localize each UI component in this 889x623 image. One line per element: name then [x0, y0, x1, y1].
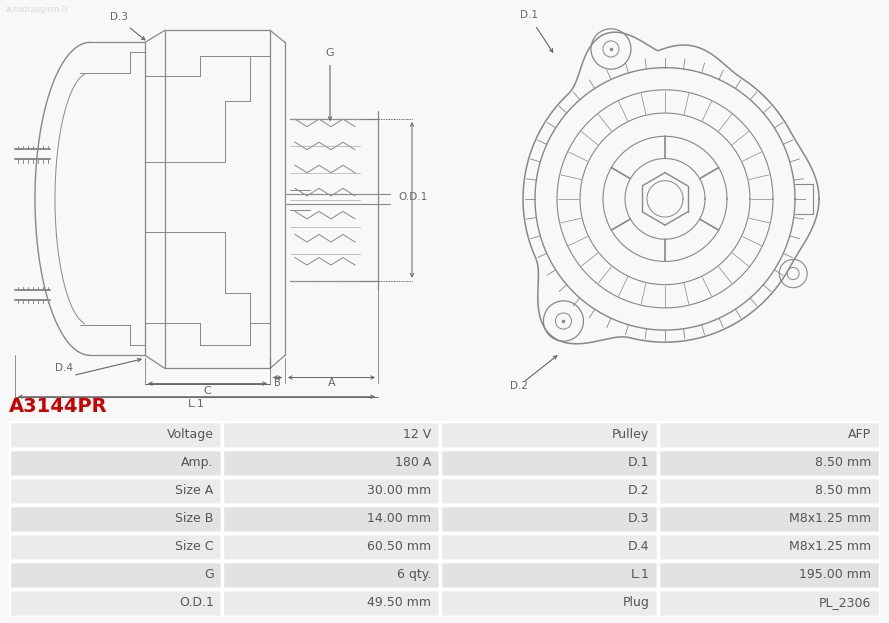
Bar: [440, 477, 658, 505]
Text: M8x1.25 mm: M8x1.25 mm: [789, 512, 871, 525]
Text: 180 A: 180 A: [395, 456, 431, 469]
Bar: [440, 533, 658, 561]
Text: 30.00 mm: 30.00 mm: [367, 484, 431, 497]
Bar: [222, 561, 440, 589]
Text: D.2: D.2: [510, 381, 528, 391]
Text: D.4: D.4: [628, 540, 649, 553]
Text: Pulley: Pulley: [612, 428, 649, 441]
Text: AFP: AFP: [848, 428, 871, 441]
Bar: [658, 449, 880, 477]
Text: A: A: [328, 378, 335, 388]
Bar: [658, 505, 880, 533]
Bar: [9, 505, 222, 533]
Bar: [9, 421, 222, 449]
Bar: [440, 449, 658, 477]
Text: Size B: Size B: [175, 512, 213, 525]
Bar: [222, 421, 440, 449]
Text: D.1: D.1: [520, 10, 538, 20]
Text: Amp.: Amp.: [181, 456, 213, 469]
Text: 8.50 mm: 8.50 mm: [815, 484, 871, 497]
Bar: [440, 561, 658, 589]
Text: Voltage: Voltage: [166, 428, 213, 441]
Bar: [9, 561, 222, 589]
Bar: [9, 477, 222, 505]
Text: B: B: [274, 378, 281, 388]
Text: 8.50 mm: 8.50 mm: [815, 456, 871, 469]
Text: Plug: Plug: [622, 596, 649, 609]
Bar: [9, 533, 222, 561]
Text: D.1: D.1: [628, 456, 649, 469]
Bar: [440, 421, 658, 449]
Text: A3144PR: A3144PR: [9, 397, 108, 416]
Bar: [658, 477, 880, 505]
Text: 49.50 mm: 49.50 mm: [367, 596, 431, 609]
Text: L.1: L.1: [188, 399, 205, 409]
Bar: [658, 421, 880, 449]
Text: 12 V: 12 V: [404, 428, 431, 441]
Bar: [222, 449, 440, 477]
Bar: [440, 589, 658, 617]
Text: 60.50 mm: 60.50 mm: [367, 540, 431, 553]
Text: L.1: L.1: [630, 568, 649, 581]
Text: O.D.1: O.D.1: [179, 596, 213, 609]
Bar: [9, 449, 222, 477]
Bar: [222, 533, 440, 561]
Text: D.3: D.3: [110, 12, 128, 22]
Text: D.2: D.2: [628, 484, 649, 497]
Text: autodraugiem.lv: autodraugiem.lv: [5, 5, 68, 14]
Bar: [222, 505, 440, 533]
Bar: [222, 589, 440, 617]
Bar: [440, 505, 658, 533]
Text: PL_2306: PL_2306: [819, 596, 871, 609]
Text: D.3: D.3: [628, 512, 649, 525]
Bar: [658, 561, 880, 589]
Text: Size A: Size A: [175, 484, 213, 497]
Bar: [658, 589, 880, 617]
Text: D.4: D.4: [55, 363, 73, 373]
Text: 14.00 mm: 14.00 mm: [367, 512, 431, 525]
Text: Size C: Size C: [175, 540, 213, 553]
Text: G: G: [325, 47, 334, 57]
Text: G: G: [204, 568, 213, 581]
Text: M8x1.25 mm: M8x1.25 mm: [789, 540, 871, 553]
Bar: [658, 533, 880, 561]
Bar: [9, 589, 222, 617]
Text: 6 qty.: 6 qty.: [397, 568, 431, 581]
Text: C: C: [204, 386, 212, 396]
Text: 195.00 mm: 195.00 mm: [799, 568, 871, 581]
Text: O.D.1: O.D.1: [398, 192, 428, 202]
Bar: [222, 477, 440, 505]
